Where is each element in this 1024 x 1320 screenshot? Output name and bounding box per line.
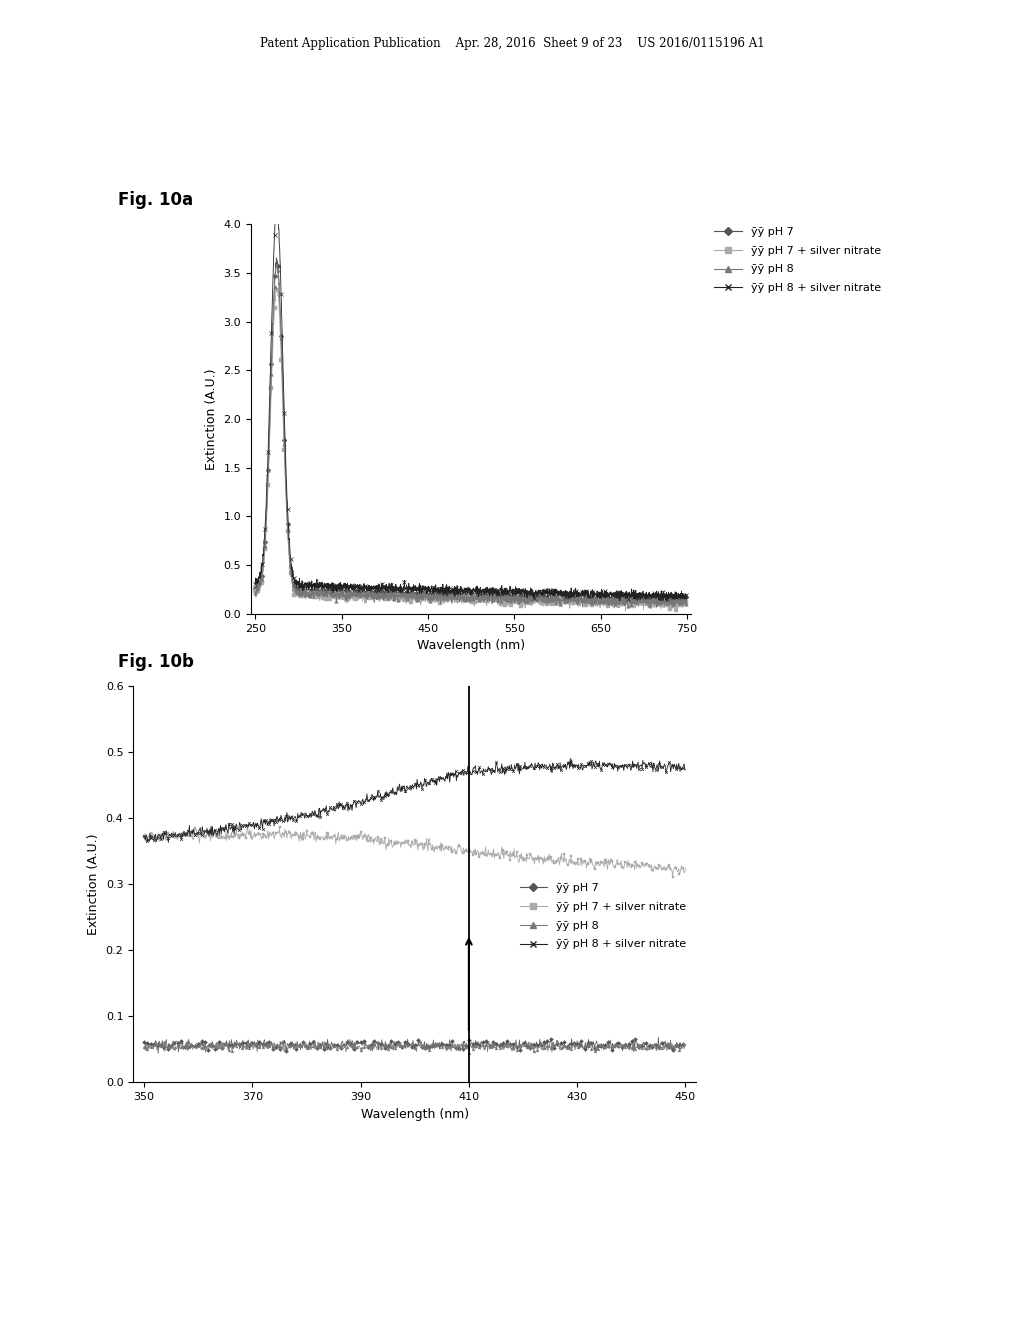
Legend: ȳȳ pH 7, ȳȳ pH 7 + silver nitrate, ȳȳ pH 8, ȳȳ pH 8 + silver nitrate: ȳȳ pH 7, ȳȳ pH 7 + silver nitrate, ȳȳ pH… xyxy=(710,222,886,298)
X-axis label: Wavelength (nm): Wavelength (nm) xyxy=(417,639,525,652)
Y-axis label: Extinction (A.U.): Extinction (A.U.) xyxy=(205,368,218,470)
X-axis label: Wavelength (nm): Wavelength (nm) xyxy=(360,1107,469,1121)
Text: Fig. 10a: Fig. 10a xyxy=(118,190,193,209)
Text: Patent Application Publication    Apr. 28, 2016  Sheet 9 of 23    US 2016/011519: Patent Application Publication Apr. 28, … xyxy=(260,37,764,50)
Y-axis label: Extinction (A.U.): Extinction (A.U.) xyxy=(87,834,100,935)
Text: Fig. 10b: Fig. 10b xyxy=(118,652,194,671)
Legend: ȳȳ pH 7, ȳȳ pH 7 + silver nitrate, ȳȳ pH 8, ȳȳ pH 8 + silver nitrate: ȳȳ pH 7, ȳȳ pH 7 + silver nitrate, ȳȳ pH… xyxy=(515,878,691,954)
